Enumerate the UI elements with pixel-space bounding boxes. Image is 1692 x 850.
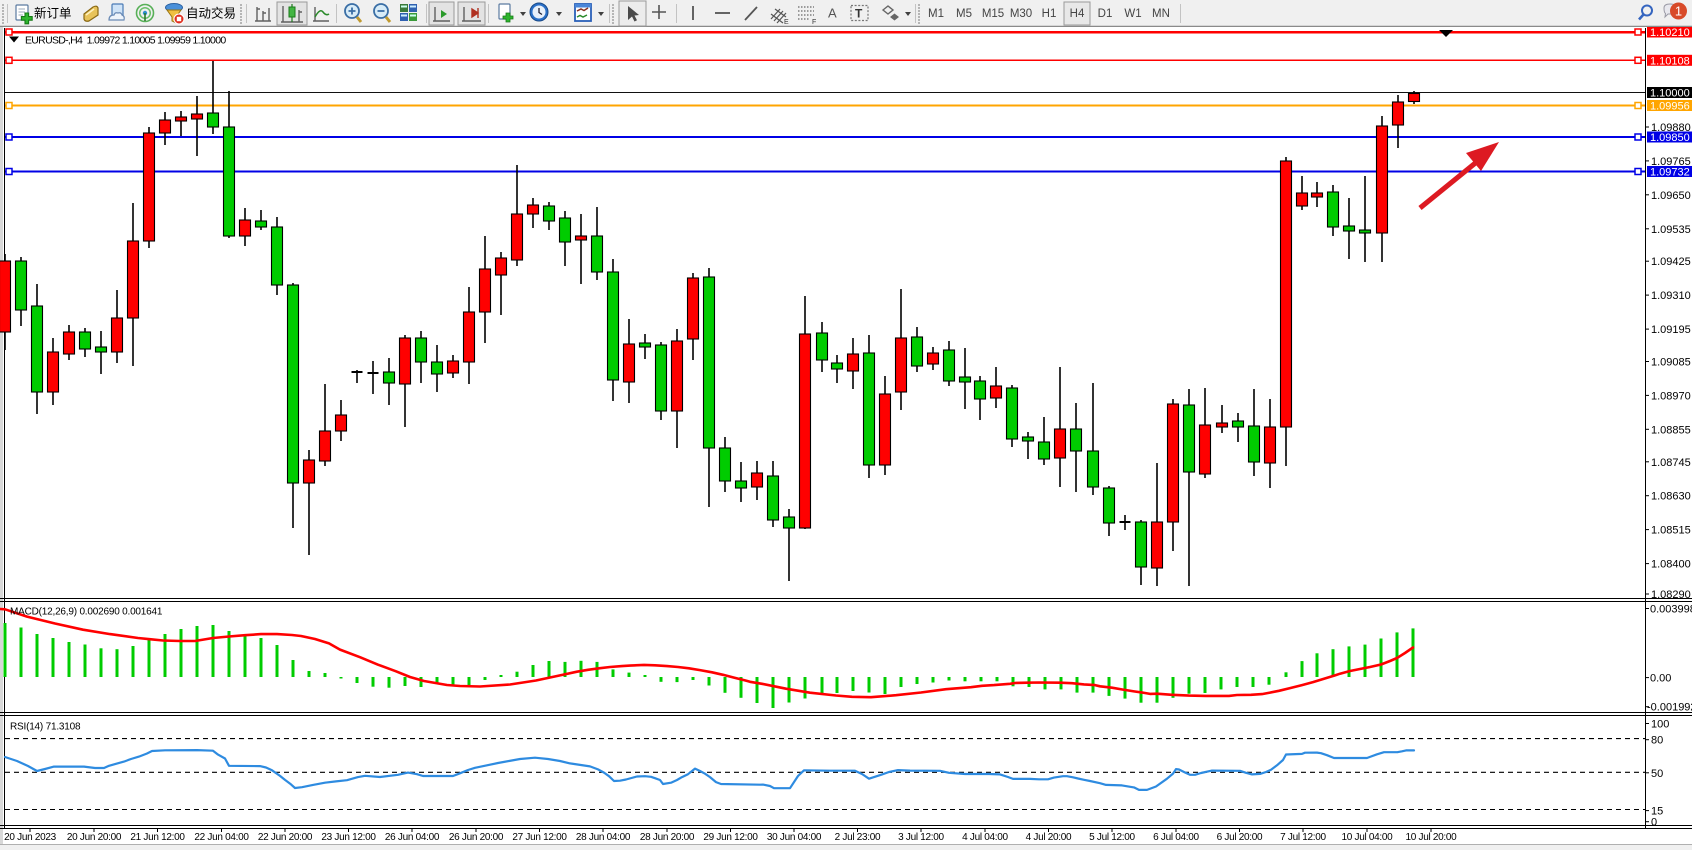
- svg-text:5 Jul 12:00: 5 Jul 12:00: [1089, 832, 1135, 843]
- svg-text:D1: D1: [1098, 8, 1113, 20]
- svg-text:3 Jul 12:00: 3 Jul 12:00: [898, 832, 944, 843]
- svg-text:10 Jul 04:00: 10 Jul 04:00: [1342, 832, 1394, 843]
- svg-text:30 Jun 04:00: 30 Jun 04:00: [767, 832, 822, 843]
- svg-text:1.09732: 1.09732: [1650, 167, 1690, 179]
- svg-text:1.08630: 1.08630: [1651, 491, 1691, 503]
- svg-text:20 Jun 2023: 20 Jun 2023: [4, 832, 56, 843]
- svg-text:1.08400: 1.08400: [1651, 559, 1691, 571]
- svg-text:0: 0: [1651, 817, 1657, 829]
- svg-text:T: T: [855, 7, 863, 21]
- svg-text:1: 1: [1675, 4, 1682, 19]
- svg-text:-0.001992: -0.001992: [1647, 702, 1692, 714]
- svg-text:F: F: [812, 19, 816, 26]
- svg-text:100: 100: [1651, 719, 1669, 731]
- svg-text:1.09765: 1.09765: [1651, 156, 1691, 168]
- svg-text:1.08290: 1.08290: [1651, 589, 1691, 601]
- svg-text:1.09880: 1.09880: [1651, 122, 1691, 134]
- svg-text:29 Jun 12:00: 29 Jun 12:00: [703, 832, 758, 843]
- svg-text:1.08515: 1.08515: [1651, 525, 1691, 537]
- svg-text:自动交易: 自动交易: [186, 6, 236, 21]
- svg-text:W1: W1: [1124, 8, 1141, 20]
- svg-text:1.10108: 1.10108: [1650, 55, 1690, 67]
- svg-text:EURUSD-,H4 1.09972 1.10005 1.: EURUSD-,H4 1.09972 1.10005 1.09959 1.100…: [25, 35, 226, 47]
- svg-text:0.003998: 0.003998: [1650, 604, 1692, 616]
- svg-text:E: E: [784, 19, 789, 26]
- svg-text:A: A: [828, 6, 837, 21]
- svg-text:1.09195: 1.09195: [1651, 324, 1691, 336]
- svg-text:1.08970: 1.08970: [1651, 390, 1691, 402]
- svg-text:M15: M15: [982, 8, 1004, 20]
- svg-text:1.09850: 1.09850: [1650, 132, 1690, 144]
- svg-text:80: 80: [1651, 735, 1663, 747]
- svg-text:2 Jul 23:00: 2 Jul 23:00: [835, 832, 881, 843]
- svg-text:28 Jun 20:00: 28 Jun 20:00: [640, 832, 695, 843]
- svg-text:26 Jun 04:00: 26 Jun 04:00: [385, 832, 440, 843]
- svg-text:22 Jun 04:00: 22 Jun 04:00: [194, 832, 249, 843]
- svg-text:1.09650: 1.09650: [1651, 190, 1691, 202]
- svg-text:0.00: 0.00: [1650, 673, 1671, 685]
- svg-text:4 Jul 20:00: 4 Jul 20:00: [1026, 832, 1072, 843]
- svg-text:MN: MN: [1152, 8, 1170, 20]
- svg-text:23 Jun 12:00: 23 Jun 12:00: [321, 832, 376, 843]
- svg-text:1.09085: 1.09085: [1651, 357, 1691, 369]
- svg-text:6 Jul 20:00: 6 Jul 20:00: [1217, 832, 1263, 843]
- svg-text:1.09425: 1.09425: [1651, 256, 1691, 268]
- svg-text:50: 50: [1651, 768, 1663, 780]
- svg-text:22 Jun 20:00: 22 Jun 20:00: [258, 832, 313, 843]
- svg-text:1.09310: 1.09310: [1651, 290, 1691, 302]
- svg-text:10 Jul 20:00: 10 Jul 20:00: [1406, 832, 1458, 843]
- svg-text:M30: M30: [1010, 8, 1032, 20]
- svg-text:1.08855: 1.08855: [1651, 424, 1691, 436]
- svg-text:4 Jul 04:00: 4 Jul 04:00: [962, 832, 1008, 843]
- svg-text:H4: H4: [1070, 8, 1085, 20]
- svg-text:7 Jul 12:00: 7 Jul 12:00: [1280, 832, 1326, 843]
- svg-text:28 Jun 04:00: 28 Jun 04:00: [576, 832, 631, 843]
- svg-text:21 Jun 12:00: 21 Jun 12:00: [130, 832, 185, 843]
- svg-text:新订单: 新订单: [34, 6, 72, 21]
- svg-text:RSI(14) 71.3108: RSI(14) 71.3108: [10, 722, 81, 733]
- svg-text:27 Jun 12:00: 27 Jun 12:00: [512, 832, 567, 843]
- svg-text:1.09535: 1.09535: [1651, 224, 1691, 236]
- svg-text:1.10000: 1.10000: [1650, 88, 1690, 100]
- svg-text:M1: M1: [928, 8, 944, 20]
- svg-text:26 Jun 20:00: 26 Jun 20:00: [449, 832, 504, 843]
- svg-text:20 Jun 20:00: 20 Jun 20:00: [67, 832, 122, 843]
- svg-text:M5: M5: [956, 8, 972, 20]
- svg-text:1.10210: 1.10210: [1650, 27, 1690, 39]
- svg-text:15: 15: [1651, 806, 1663, 818]
- svg-text:MACD(12,26,9) 0.002690 0.00164: MACD(12,26,9) 0.002690 0.001641: [10, 607, 163, 618]
- svg-text:H1: H1: [1042, 8, 1057, 20]
- svg-text:1.09956: 1.09956: [1650, 101, 1690, 113]
- svg-text:6 Jul 04:00: 6 Jul 04:00: [1153, 832, 1199, 843]
- svg-text:1.08745: 1.08745: [1651, 457, 1691, 469]
